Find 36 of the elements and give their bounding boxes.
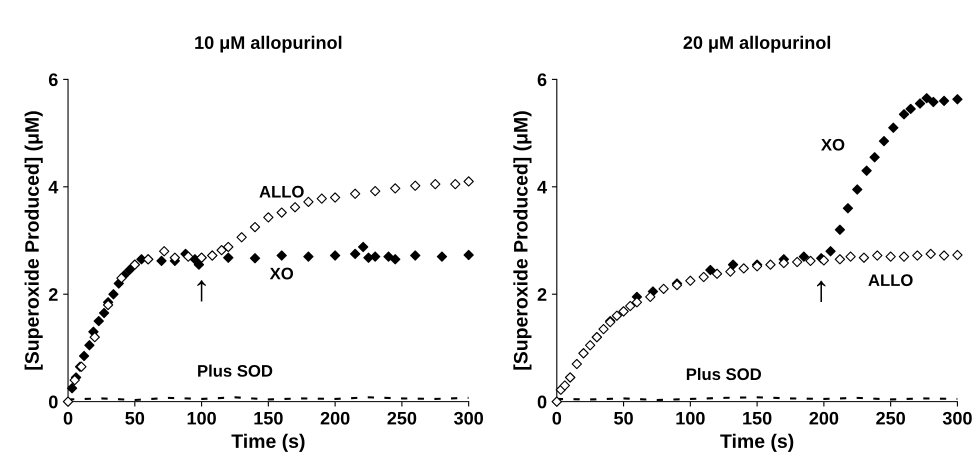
y-axis-title: [Superoxide Produced] (μM) [513, 111, 532, 370]
y-tick-label: 6 [48, 73, 58, 86]
y-tick-label: 0 [538, 396, 546, 408]
x-tick-label: 200 [809, 412, 838, 425]
series-label: ALLO [259, 186, 304, 198]
x-tick-label: 300 [942, 412, 972, 425]
series-label: ALLO [868, 274, 913, 286]
x-tick-label: 50 [125, 412, 144, 425]
x-tick-label: 150 [254, 412, 283, 425]
x-tick-label: 50 [614, 412, 633, 425]
x-tick-label: 0 [552, 412, 562, 425]
series-label: Plus SOD [686, 368, 761, 380]
y-tick-label: 2 [48, 288, 58, 301]
y-tick-label: 4 [537, 180, 547, 194]
x-tick-label: 250 [387, 412, 416, 425]
x-tick-label: 200 [320, 412, 350, 425]
x-axis-title: Time (s) [720, 434, 794, 452]
chart-title: 10 μM allopurinol [195, 36, 342, 53]
y-tick-label: 6 [538, 73, 546, 86]
x-tick-label: 300 [454, 412, 483, 425]
annotation: ↑ [197, 280, 206, 302]
series-label: XO [270, 268, 294, 280]
x-tick-label: 0 [64, 412, 72, 425]
x-tick-label: 250 [876, 412, 905, 425]
x-tick-label: 150 [743, 412, 772, 425]
x-tick-label: 100 [676, 412, 705, 425]
series-label: XO [821, 138, 844, 151]
y-tick-label: 0 [48, 396, 58, 408]
y-tick-label: 4 [48, 180, 58, 194]
y-tick-label: 2 [538, 288, 546, 301]
x-axis-title: Time (s) [231, 434, 304, 452]
y-axis-title: [Superoxide Produced] (μM) [24, 111, 43, 370]
x-tick-label: 100 [188, 412, 216, 425]
annotation: ↑ [816, 280, 826, 302]
series-label: Plus SOD [198, 364, 272, 377]
chart-title: 20 μM allopurinol [684, 36, 830, 53]
